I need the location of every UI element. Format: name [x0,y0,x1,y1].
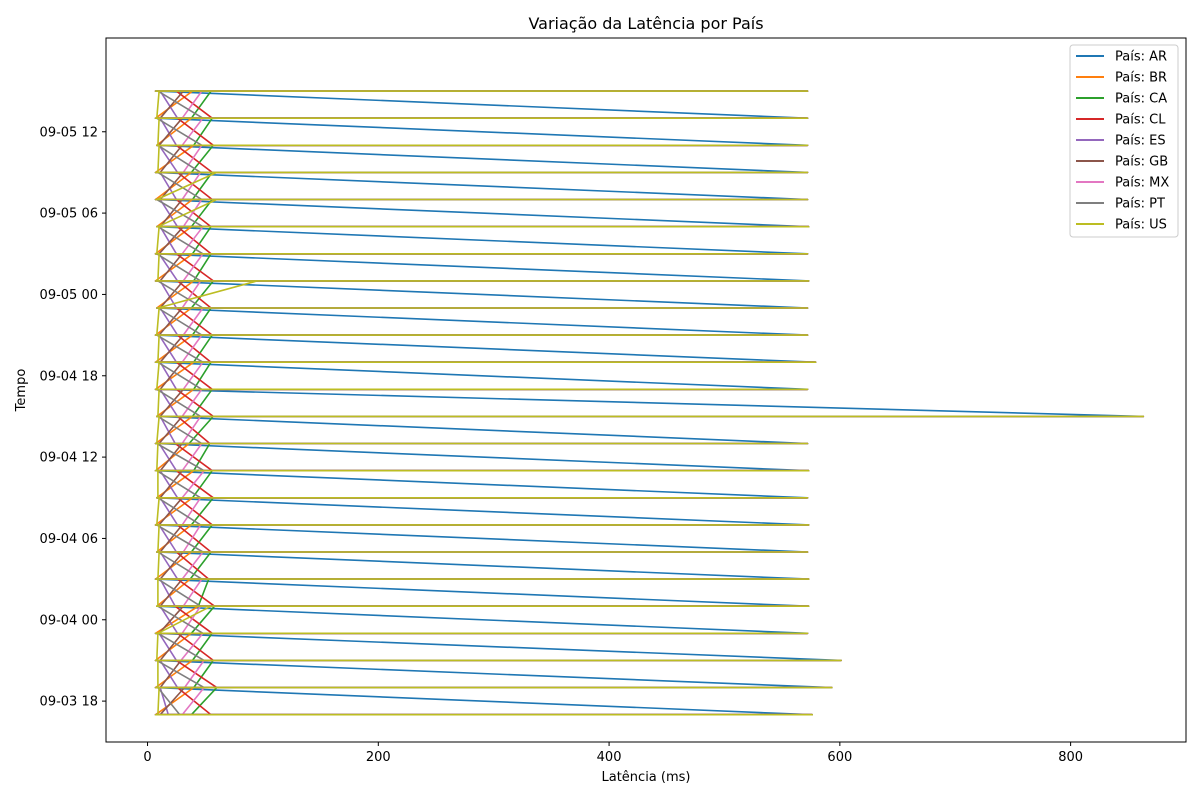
x-axis-label: Latência (ms) [602,770,691,785]
legend-label: País: MX [1115,176,1169,191]
x-tick-label: 800 [1058,750,1083,765]
legend: País: AR País: BR País: CA País: CL País: ES… [1069,44,1179,238]
legend-label: País: US [1115,218,1167,233]
legend-label: País: CA [1115,92,1167,107]
y-tick-label: 09-04 00 [40,613,98,628]
legend-label: País: AR [1115,50,1167,65]
y-tick-label: 09-03 18 [40,695,98,710]
y-tick-label: 09-05 12 [40,125,98,140]
legend-label: País: BR [1115,71,1167,86]
y-tick-label: 09-05 00 [40,288,98,303]
y-axis: 09-03 18 09-04 00 09-04 06 09-04 12 09-04 18… [40,125,106,710]
legend-label: País: PT [1115,197,1165,212]
plot-lines [154,90,1145,716]
y-axis-label: Tempo [14,369,29,413]
x-tick-label: 200 [366,750,391,765]
chart-title: Variação da Latência por País [528,14,763,33]
legend-label: País: GB [1115,155,1168,170]
series-line-ar [154,90,1145,716]
plot-frame [105,37,1187,743]
y-tick-label: 09-05 06 [40,207,98,222]
y-tick-label: 09-04 18 [40,369,98,384]
x-tick-label: 0 [143,750,151,765]
legend-label: País: CL [1115,113,1166,128]
x-axis: 0 200 400 600 800 [143,742,1083,765]
x-tick-label: 600 [827,750,852,765]
series-line-us [154,90,1145,716]
y-tick-label: 09-04 06 [40,532,98,547]
y-tick-label: 09-04 12 [40,451,98,466]
legend-label: País: ES [1115,134,1166,149]
x-tick-label: 400 [597,750,622,765]
legend-box [1069,44,1179,238]
